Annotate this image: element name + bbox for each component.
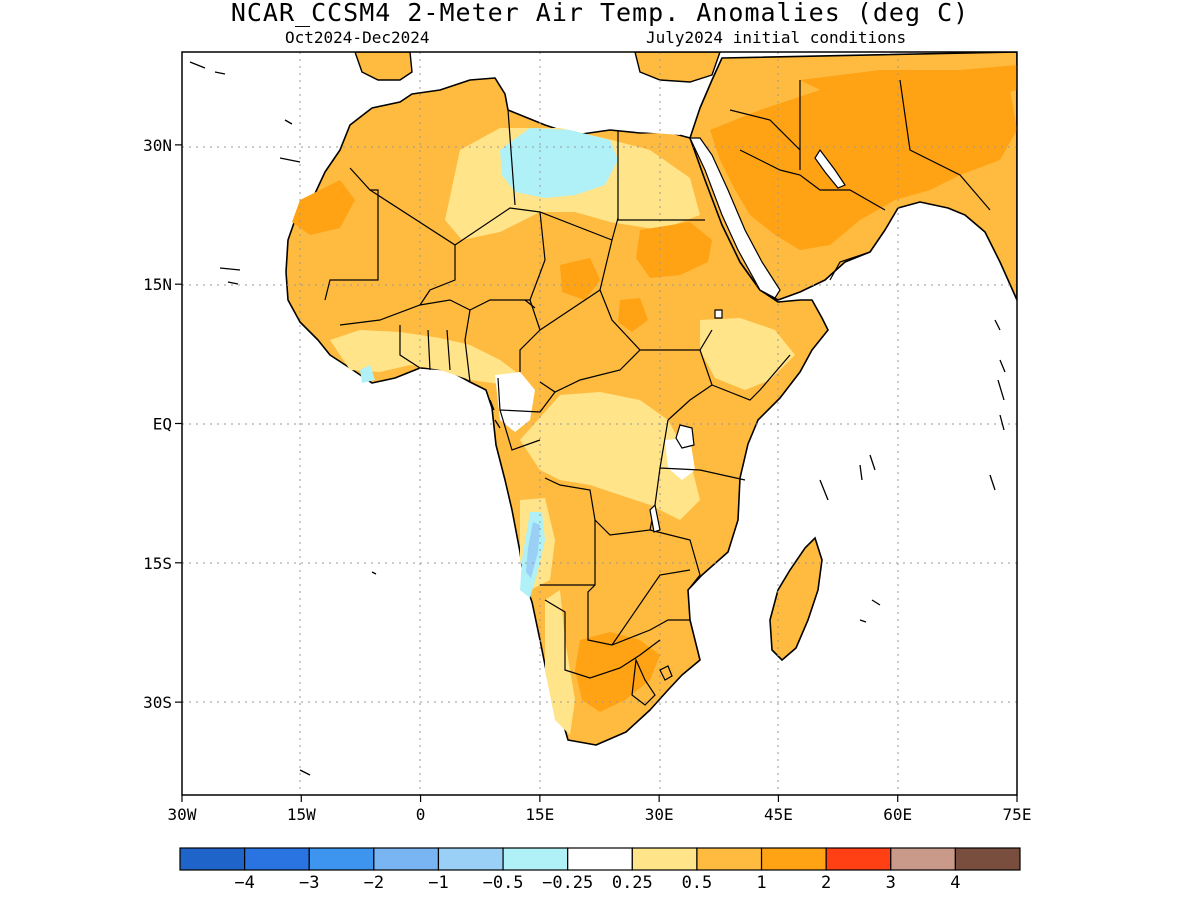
colorbar: −4 −3 −2 −1 −0.5 −0.25 0.25 0.5 1 2 3 4 xyxy=(179,847,1021,893)
map-title: NCAR_CCSM4 2-Meter Air Temp. Anomalies (… xyxy=(230,0,970,27)
colorbar-swatch xyxy=(631,847,698,871)
colorbar-swatch xyxy=(954,847,1021,871)
colorbar-swatch xyxy=(244,847,310,871)
lat-tick-label: 15N xyxy=(143,275,172,294)
lat-tick-label: 30S xyxy=(143,693,172,712)
colorbar-swatch xyxy=(502,847,569,871)
colorbar-swatch xyxy=(760,847,827,871)
colorbar-label: −0.5 xyxy=(483,873,524,893)
anomaly-cameroon-neutral xyxy=(495,372,535,432)
colorbar-swatch xyxy=(696,847,763,871)
lon-tick-label: 0 xyxy=(416,805,426,824)
lon-tick-label: 15E xyxy=(525,805,554,824)
water-bodies xyxy=(649,137,846,533)
colorbar-label: 0.25 xyxy=(612,873,653,893)
latitude-axis: 30N 15N EQ 15S 30S xyxy=(143,136,182,712)
colorbar-swatch xyxy=(373,847,440,871)
islands xyxy=(189,61,1006,776)
colorbar-swatch xyxy=(308,847,375,871)
longitude-axis: 30W 15W 0 15E 30E 45E 60E 75E xyxy=(168,795,1032,824)
colorbar-label: −1 xyxy=(428,873,448,893)
anomaly-southern-pale xyxy=(545,590,575,735)
colorbar-label: 4 xyxy=(950,873,960,893)
anomaly-congo-pale xyxy=(520,392,700,520)
anomaly-chad-warm xyxy=(560,258,600,300)
anomaly-southern-africa-warm xyxy=(575,632,660,712)
lon-tick-label: 30W xyxy=(168,805,197,824)
anomaly-horn-pale xyxy=(700,318,795,390)
colorbar-label: 3 xyxy=(886,873,896,893)
anomaly-gulf-of-guinea-pale xyxy=(330,330,516,384)
anomaly-central-warm xyxy=(618,298,648,332)
anomaly-sudan-warm xyxy=(636,222,712,278)
lon-tick-label: 75E xyxy=(1003,805,1032,824)
lat-tick-label: EQ xyxy=(153,415,172,434)
colorbar-label: −4 xyxy=(234,873,254,893)
country-borders xyxy=(324,79,991,706)
colorbar-label: −0.25 xyxy=(542,873,593,893)
anomaly-iran-warm xyxy=(800,65,1017,110)
lon-tick-label: 45E xyxy=(764,805,793,824)
colorbar-swatch xyxy=(179,847,246,871)
colorbar-label: 2 xyxy=(821,873,831,893)
anomaly-mediterranean-neutral xyxy=(540,92,690,135)
map-plot-area xyxy=(182,52,1017,795)
map-gridlines xyxy=(182,52,1017,795)
anomaly-sahara-cool xyxy=(500,128,618,198)
anomaly-western-sahara-warm xyxy=(292,180,355,235)
europe-land xyxy=(354,52,413,81)
forecast-period: Oct2024-Dec2024 xyxy=(285,28,430,47)
colorbar-swatch xyxy=(567,847,633,871)
lon-tick-label: 60E xyxy=(883,805,912,824)
colorbar-swatch xyxy=(890,847,956,871)
anomaly-namib-cool-dark xyxy=(526,522,540,578)
colorbar-swatch xyxy=(437,847,504,871)
lat-tick-label: 30N xyxy=(143,136,172,155)
lon-tick-label: 30E xyxy=(645,805,674,824)
anomaly-arabia-warm xyxy=(710,80,1017,250)
initial-conditions: July2024 initial conditions xyxy=(646,28,907,47)
colorbar-label: −2 xyxy=(364,873,384,893)
colorbar-label: 1 xyxy=(756,873,766,893)
colorbar-swatch xyxy=(825,847,892,871)
madagascar xyxy=(769,536,823,662)
lat-tick-label: 15S xyxy=(143,554,172,573)
anomaly-guinea-cool xyxy=(360,365,375,383)
lon-tick-label: 15W xyxy=(287,805,316,824)
europe-land-east xyxy=(634,52,721,83)
colorbar-label: 0.5 xyxy=(682,873,713,893)
colorbar-label: −3 xyxy=(299,873,319,893)
